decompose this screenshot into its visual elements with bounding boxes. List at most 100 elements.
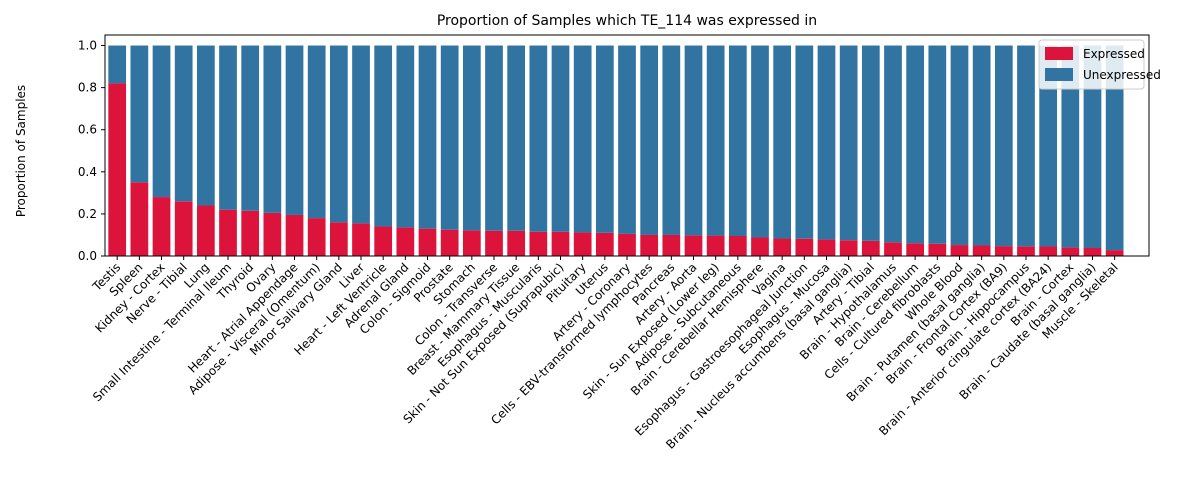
bar-unexpressed: [1061, 45, 1080, 248]
bar-unexpressed: [440, 45, 459, 230]
bar-unexpressed: [396, 45, 415, 228]
bar-unexpressed: [152, 45, 171, 198]
bar-expressed: [219, 209, 237, 256]
bar-expressed: [640, 234, 659, 256]
bar-expressed: [706, 235, 725, 256]
bar-expressed: [1017, 246, 1035, 256]
bar-unexpressed: [972, 45, 991, 246]
bar-unexpressed: [928, 45, 947, 244]
bar-expressed: [285, 214, 304, 256]
bar-expressed: [773, 238, 792, 256]
bar-unexpressed: [108, 45, 127, 84]
chart-title: Proportion of Samples which TE_114 was e…: [437, 13, 817, 29]
bar-unexpressed: [263, 45, 282, 213]
bar-unexpressed: [573, 45, 592, 233]
bar-expressed: [751, 237, 769, 256]
bar-unexpressed: [795, 45, 814, 239]
bar-expressed: [817, 239, 836, 256]
bar-expressed: [928, 243, 947, 256]
bar-unexpressed: [706, 45, 725, 236]
bar-unexpressed: [219, 45, 237, 210]
legend-swatch-unexpressed: [1045, 68, 1073, 81]
bar-expressed: [418, 228, 437, 256]
bar-expressed: [485, 230, 503, 256]
bar-unexpressed: [307, 45, 326, 219]
bar-unexpressed: [884, 45, 902, 243]
bar-unexpressed: [1039, 45, 1058, 247]
bar-expressed: [595, 232, 614, 256]
bar-expressed: [994, 246, 1013, 256]
bar-expressed: [950, 245, 969, 256]
bar-expressed: [906, 243, 925, 256]
bar-expressed: [329, 222, 348, 256]
bar-unexpressed: [684, 45, 703, 236]
bar-unexpressed: [507, 45, 526, 231]
bar-unexpressed: [662, 45, 681, 235]
legend-swatch-expressed: [1045, 47, 1073, 60]
y-tick-label: 0.0: [78, 249, 97, 263]
bar-unexpressed: [329, 45, 348, 223]
bar-expressed: [573, 232, 592, 256]
bar-expressed: [396, 227, 415, 256]
bar-expressed: [884, 242, 902, 256]
bar-unexpressed: [1017, 45, 1035, 247]
bar-unexpressed: [906, 45, 925, 244]
legend: Expressed Unexpressed: [1038, 39, 1161, 90]
bar-expressed: [972, 245, 991, 256]
bar-expressed: [241, 210, 260, 256]
bar-expressed: [307, 218, 326, 256]
y-tick-label: 1.0: [78, 39, 97, 53]
bar-expressed: [462, 230, 481, 256]
bar-unexpressed: [462, 45, 481, 231]
bar-unexpressed: [1083, 45, 1102, 249]
bar-expressed: [374, 226, 393, 256]
bar-expressed: [728, 236, 747, 256]
bar-expressed: [1039, 246, 1058, 256]
y-tick-label: 0.6: [78, 123, 97, 137]
bar-expressed: [839, 240, 858, 256]
bar-unexpressed: [950, 45, 969, 246]
bar-unexpressed: [728, 45, 747, 237]
bar-unexpressed: [640, 45, 659, 235]
bar-expressed: [196, 205, 215, 256]
y-axis: 0.0 0.2 0.4 0.6 0.8 1.0: [78, 39, 105, 263]
bar-expressed: [152, 197, 171, 256]
bar-unexpressed: [1105, 45, 1124, 251]
bar-expressed: [108, 83, 127, 257]
bar-expressed: [1061, 247, 1080, 256]
legend-label-expressed: Expressed: [1083, 47, 1145, 61]
bar-expressed: [618, 233, 636, 256]
bar-unexpressed: [174, 45, 193, 202]
bar-unexpressed: [285, 45, 304, 215]
plot-frame: [104, 34, 1150, 257]
bars-layer: [108, 45, 1124, 257]
bar-unexpressed: [861, 45, 880, 241]
bar-unexpressed: [773, 45, 792, 239]
bar-unexpressed: [839, 45, 858, 241]
bar-expressed: [174, 201, 193, 256]
bar-unexpressed: [418, 45, 437, 229]
bar-expressed: [1083, 248, 1102, 256]
bar-expressed: [263, 212, 282, 256]
bar-unexpressed: [994, 45, 1013, 247]
bar-expressed: [130, 182, 149, 256]
bar-expressed: [507, 230, 526, 256]
bar-unexpressed: [241, 45, 260, 211]
bar-expressed: [662, 234, 681, 256]
bar-unexpressed: [196, 45, 215, 206]
bar-expressed: [861, 240, 880, 256]
y-tick-label: 0.4: [78, 165, 97, 179]
bar-expressed: [1105, 250, 1124, 256]
bar-unexpressed: [817, 45, 836, 240]
bar-unexpressed: [130, 45, 149, 183]
legend-label-unexpressed: Unexpressed: [1083, 68, 1161, 82]
bar-expressed: [551, 231, 570, 256]
bar-expressed: [352, 223, 370, 256]
bar-expressed: [440, 229, 459, 256]
bar-expressed: [795, 238, 814, 256]
bar-unexpressed: [751, 45, 769, 238]
y-tick-label: 0.8: [78, 81, 97, 95]
bar-unexpressed: [352, 45, 370, 224]
